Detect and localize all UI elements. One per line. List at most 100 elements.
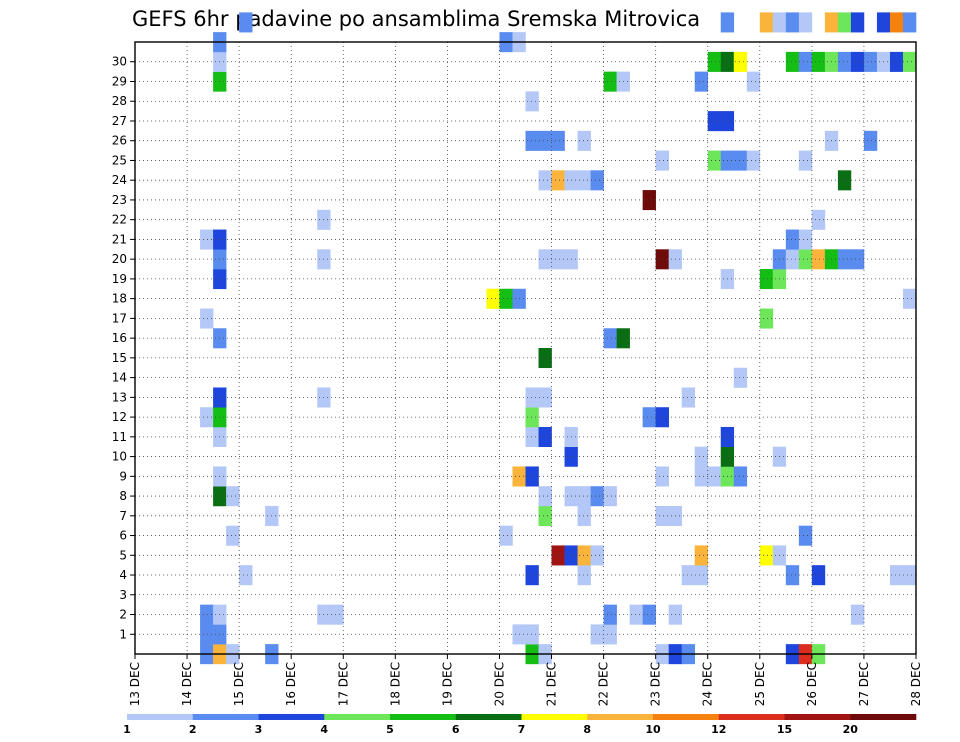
heatmap-cell — [577, 170, 591, 191]
heatmap-cell — [590, 545, 604, 566]
heatmap-cell — [837, 249, 852, 270]
legend-label: 4 — [320, 723, 328, 736]
heatmap-cell — [759, 308, 774, 329]
heatmap-cell — [525, 387, 539, 408]
y-tick-label: 22 — [112, 213, 127, 227]
y-tick-label: 1 — [119, 627, 127, 641]
heatmap-cell — [811, 565, 826, 586]
heatmap-cell — [733, 466, 748, 487]
y-tick-label: 5 — [119, 548, 127, 562]
heatmap-cell — [850, 604, 865, 625]
y-tick-label: 16 — [112, 331, 127, 345]
heatmap-cell — [863, 51, 878, 72]
heatmap-cell — [707, 150, 722, 171]
y-tick-label: 10 — [112, 450, 127, 464]
y-tick-label: 6 — [119, 529, 127, 543]
heatmap-cell — [694, 71, 709, 92]
heatmap-cell — [525, 130, 539, 151]
y-tick-label: 17 — [112, 311, 127, 325]
heatmap-cell — [525, 565, 539, 586]
heatmap-cell — [902, 12, 917, 33]
heatmap-cell — [694, 446, 709, 467]
heatmap-cell — [525, 91, 539, 112]
heatmap-cell — [850, 51, 865, 72]
heatmap-cell — [733, 51, 748, 72]
x-tick-label: 21 DEC — [545, 662, 559, 706]
heatmap-cell — [811, 209, 826, 230]
heatmap-cell — [330, 604, 344, 625]
heatmap-cell — [538, 348, 552, 369]
heatmap-cell — [590, 486, 604, 507]
heatmap-cell — [642, 190, 656, 211]
x-tick-label: 25 DEC — [753, 662, 767, 706]
heatmap-cell — [798, 229, 813, 250]
heatmap-cell — [577, 565, 591, 586]
legend-swatch — [587, 714, 654, 720]
heatmap-cell — [603, 71, 617, 92]
heatmap-cell — [902, 565, 917, 586]
legend-label: 15 — [777, 723, 792, 736]
heatmap-cell — [785, 12, 800, 33]
legend-swatch — [324, 714, 391, 720]
heatmap-cell — [902, 51, 917, 72]
legend-label: 6 — [452, 723, 460, 736]
heatmap-cell — [603, 624, 617, 645]
heatmap-cell — [759, 545, 774, 566]
heatmap-cell — [837, 12, 852, 33]
legend-swatch — [653, 714, 720, 720]
legend-swatch — [784, 714, 851, 720]
x-tick-label: 26 DEC — [805, 662, 819, 706]
x-tick-label: 16 DEC — [284, 662, 298, 706]
heatmap-cell — [551, 249, 565, 270]
heatmap-cell — [655, 249, 669, 270]
heatmap-cell — [538, 387, 552, 408]
y-tick-label: 23 — [112, 193, 127, 207]
heatmap-cell — [499, 288, 513, 309]
heatmap-cell — [655, 150, 669, 171]
y-tick-label: 12 — [112, 410, 127, 424]
y-tick-label: 19 — [112, 272, 127, 286]
legend-label: 12 — [711, 723, 726, 736]
heatmap-cell — [720, 12, 735, 33]
heatmap-cell — [785, 51, 800, 72]
heatmap-cell — [603, 604, 617, 625]
heatmap-cell — [525, 466, 539, 487]
heatmap-cell — [863, 130, 878, 151]
y-tick-label: 2 — [119, 608, 127, 622]
heatmap-cell — [239, 565, 253, 586]
heatmap-cell — [525, 426, 539, 448]
heatmap-cell — [577, 486, 591, 507]
heatmap-cell — [681, 387, 696, 408]
legend-swatch — [718, 714, 785, 720]
y-tick-label: 25 — [112, 153, 127, 167]
heatmap-cell — [577, 545, 591, 566]
y-tick-label: 15 — [112, 351, 127, 365]
heatmap-cell — [850, 249, 865, 270]
heatmap-cell — [239, 12, 253, 33]
heatmap-cell — [772, 12, 787, 33]
heatmap-cell — [707, 466, 722, 487]
heatmap-cell — [655, 407, 669, 428]
legend-label: 8 — [583, 723, 591, 736]
legend-swatch — [127, 714, 194, 720]
heatmap-cell — [655, 466, 669, 487]
heatmap-cell — [200, 407, 214, 428]
heatmap-cell — [538, 130, 552, 151]
heatmap-cell — [746, 71, 761, 92]
x-tick-label: 19 DEC — [440, 662, 454, 706]
x-tick-label: 17 DEC — [336, 662, 350, 706]
y-tick-label: 14 — [112, 371, 127, 385]
heatmap-cell — [785, 249, 800, 270]
heatmap-cell — [226, 525, 240, 546]
heatmap-cell — [837, 51, 852, 72]
x-tick-label: 18 DEC — [388, 662, 402, 706]
x-tick-label: 22 DEC — [597, 662, 611, 706]
legend-label: 1 — [123, 723, 131, 736]
heatmap-cell — [538, 249, 552, 270]
y-tick-label: 20 — [112, 252, 127, 266]
heatmap-cell — [642, 407, 656, 428]
x-tick-label: 28 DEC — [909, 662, 923, 706]
x-axis: 13 DEC 14 DEC 15 DEC 16 DEC 17 DEC 18 DEC 19 D… — [128, 654, 923, 706]
heatmap-cell — [850, 12, 865, 33]
y-tick-label: 3 — [119, 588, 127, 602]
